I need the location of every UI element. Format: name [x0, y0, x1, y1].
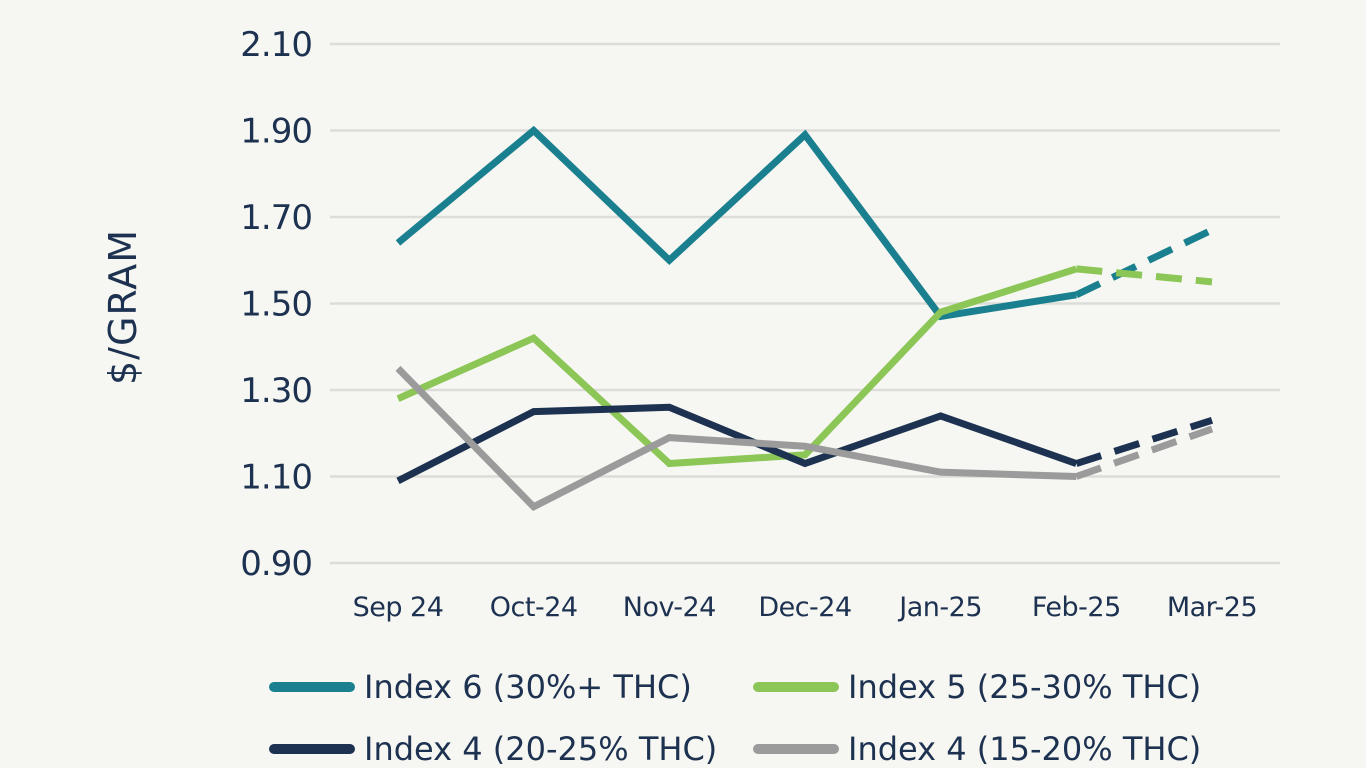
legend-label-3: Index 4 (15-20% THC)	[848, 730, 1201, 768]
y-tick-label-2: 1.70	[240, 198, 312, 238]
series-line-1	[396, 265, 1078, 468]
x-tick-label-0: Sep 24	[353, 592, 444, 623]
series-line-2	[396, 403, 1078, 484]
series-projection-0	[1074, 226, 1214, 299]
x-axis-ticks: Sep 24 Oct-24 Nov-24 Dec-24 Jan-25 Feb-25 Mar-…	[353, 592, 1258, 623]
x-tick-label-2: Nov-24	[623, 592, 716, 623]
x-tick-label-1: Oct-24	[490, 592, 578, 623]
y-tick-label-5: 1.10	[240, 458, 312, 498]
y-tick-label-1: 1.90	[240, 112, 312, 152]
legend: Index 6 (30%+ THC) Index 5 (25-30% THC) In…	[269, 668, 1201, 768]
legend-label-2: Index 4 (20-25% THC)	[364, 730, 717, 768]
series-projection-2	[1075, 416, 1214, 467]
x-tick-label-5: Feb-25	[1032, 592, 1121, 623]
series-lines	[395, 125, 1214, 512]
legend-label-0: Index 6 (30%+ THC)	[364, 668, 692, 706]
series-line-0	[395, 125, 1077, 321]
x-tick-label-4: Jan-25	[897, 592, 982, 623]
y-tick-label-0: 2.10	[240, 25, 312, 65]
x-tick-label-6: Mar-25	[1167, 592, 1257, 623]
x-tick-label-3: Dec-24	[758, 592, 851, 623]
series-line-3	[395, 365, 1077, 512]
series-projection-3	[1075, 425, 1214, 480]
y-axis-ticks: 2.10 1.90 1.70 1.50 1.30 1.10 0.90	[240, 25, 313, 584]
series-projection-1	[1076, 265, 1213, 286]
grid-lines	[330, 42, 1280, 565]
y-tick-label-4: 1.30	[240, 371, 312, 411]
y-tick-label-6: 0.90	[240, 544, 312, 584]
legend-label-1: Index 5 (25-30% THC)	[848, 668, 1201, 706]
y-tick-label-3: 1.50	[240, 285, 312, 325]
y-axis-label: $/GRAM	[101, 229, 145, 385]
